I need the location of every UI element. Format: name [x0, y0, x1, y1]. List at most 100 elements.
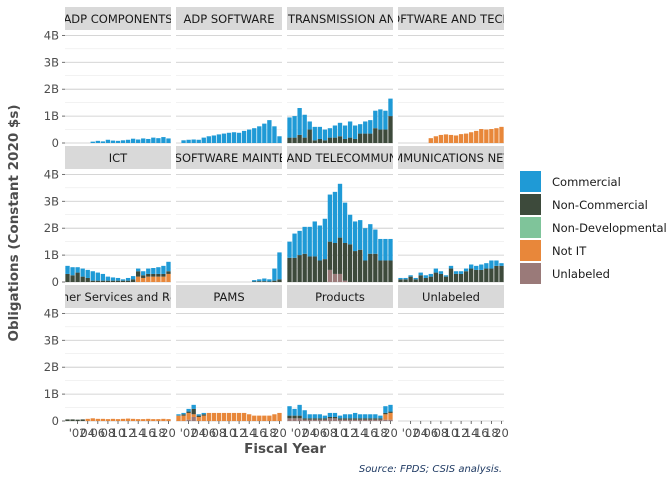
bar-segment [186, 419, 191, 421]
bar-segment [337, 418, 343, 420]
bar-segment [302, 114, 307, 138]
bar-segment [358, 419, 363, 421]
bar-segment [211, 135, 217, 143]
bar-segment [110, 280, 116, 282]
y-tick-label: 4B [44, 167, 59, 181]
bar-segment [443, 276, 449, 282]
legend-swatch [520, 263, 541, 284]
x-tick-label: 08 [101, 426, 116, 440]
bar-segment [105, 280, 111, 282]
bar-segment [90, 271, 95, 281]
bar-segment [287, 137, 292, 143]
bar-segment [231, 132, 237, 143]
y-tick-label: 2B [44, 82, 59, 96]
x-tick-label: 08 [212, 426, 227, 440]
bar-segment [322, 415, 328, 419]
y-tick-label: 1B [44, 109, 59, 123]
facet-strip [287, 7, 393, 30]
bar-segment [292, 116, 297, 138]
bar-segment [277, 279, 282, 282]
bar-segment [166, 138, 171, 143]
bar-segment [388, 419, 393, 421]
bar-segment [433, 272, 439, 282]
bar-segment [90, 280, 95, 282]
bar-segment [342, 125, 348, 139]
bar-segment [317, 260, 322, 282]
bar-segment [469, 132, 474, 143]
bar-segment [383, 129, 388, 143]
bar-segment [125, 139, 131, 143]
bar-segment [151, 276, 156, 282]
bar-segment [373, 253, 378, 282]
bar-segment [373, 128, 378, 143]
legend-swatch [520, 240, 541, 261]
bar-segment [378, 238, 383, 261]
legend-label: Commercial [552, 175, 621, 189]
bar-segment [378, 415, 383, 419]
bar-segment [297, 255, 302, 282]
bar-segment [352, 221, 358, 252]
bar-segment [130, 279, 136, 282]
bar-segment [423, 277, 428, 282]
x-tick-label: 20 [383, 426, 398, 440]
bar-segment [65, 419, 70, 421]
bar-segment [231, 412, 237, 421]
bar-segment [332, 125, 338, 138]
bar-segment [201, 137, 206, 143]
bar-segment [352, 251, 358, 282]
bar-segment [115, 419, 121, 421]
bar-segment [347, 137, 353, 143]
bar-segment [484, 268, 489, 282]
x-tick-label: 12 [232, 426, 247, 440]
bar-segment [292, 415, 297, 419]
bar-segment [358, 418, 363, 420]
bar-segment [327, 194, 333, 242]
bar-segment [262, 281, 267, 282]
bar-segment [378, 129, 383, 143]
bar-segment [438, 134, 444, 143]
bar-segment [373, 110, 378, 129]
bar-segment [176, 414, 181, 416]
bar-segment [342, 419, 348, 421]
bar-segment [499, 265, 504, 282]
x-tick-label: 12 [343, 426, 358, 440]
bar-segment [241, 130, 247, 143]
bar-segment [479, 264, 484, 270]
x-axes: '02040608101214161820'020406081012141618… [69, 421, 509, 440]
facet-strip [65, 285, 171, 308]
bar-segment [332, 191, 338, 243]
bar-segment [368, 418, 373, 420]
bar-segment [383, 414, 388, 420]
bar-segment [363, 414, 368, 419]
y-axis-title: Obligations (Constant 2020 $s) [6, 104, 22, 341]
bar-segment [292, 257, 297, 282]
bar-segment [479, 129, 484, 143]
bar-segment [156, 267, 161, 274]
bar-segment [332, 412, 338, 417]
bar-segment [85, 418, 90, 421]
y-tick-label: 4B [44, 306, 59, 320]
bar-segment [388, 412, 393, 420]
facet-strip-label: PAMS [213, 290, 244, 304]
facet-panel: OTHER IT AND TELECOMMUNICATIONS [287, 146, 393, 283]
bar-segment [413, 279, 418, 282]
bar-segment [196, 416, 201, 421]
bar-segment [257, 281, 262, 282]
bar-segment [327, 418, 333, 421]
bar-segment [252, 128, 257, 143]
bar-segment [110, 140, 116, 143]
y-tick-label: 2B [44, 221, 59, 235]
bar-segment [408, 275, 413, 277]
bar-segment [267, 279, 272, 282]
bar-segment [317, 126, 322, 139]
bar-segment [70, 267, 75, 276]
x-tick-label: 10 [222, 426, 237, 440]
bar-segment [297, 415, 302, 419]
bar-segment [236, 132, 242, 143]
y-axes: 0 1B 2B 3B 4B 0 1B 2B 3B 4B 0 1B 2B 3B 4B [44, 28, 65, 428]
bar-segment [130, 418, 136, 421]
facet-strip-label: TELECOMMUNICATIONS NETWORKS [347, 151, 553, 165]
bar-segment [403, 279, 408, 282]
facet-panel: Other Services and R&D [65, 285, 171, 422]
bar-segment [463, 271, 469, 282]
